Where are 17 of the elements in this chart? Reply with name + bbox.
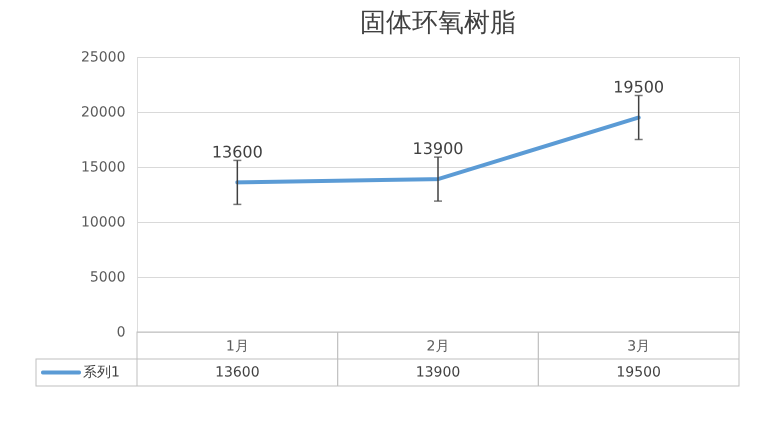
text: 19500	[616, 364, 661, 380]
chart-title: 固体环氧树脂	[360, 8, 516, 38]
y-tick-label: 20000	[80, 104, 126, 120]
x-tick-label: 2月	[426, 338, 450, 354]
x-tick-label: 1月	[226, 338, 249, 354]
x-tick-label: 3月	[627, 338, 650, 354]
data-label: 13600	[212, 142, 263, 162]
y-tick-label: 0	[116, 324, 126, 340]
legend-label: 系列1	[83, 364, 120, 380]
data-label: 13900	[412, 139, 464, 158]
text: 13600	[215, 364, 260, 380]
y-tick-label: 10000	[80, 214, 126, 230]
y-tick-label: 25000	[80, 50, 126, 66]
y-tick-label: 5000	[90, 270, 126, 286]
text: 13900	[416, 364, 460, 380]
data-label: 19500	[613, 78, 664, 96]
y-tick-label: 15000	[80, 160, 126, 176]
